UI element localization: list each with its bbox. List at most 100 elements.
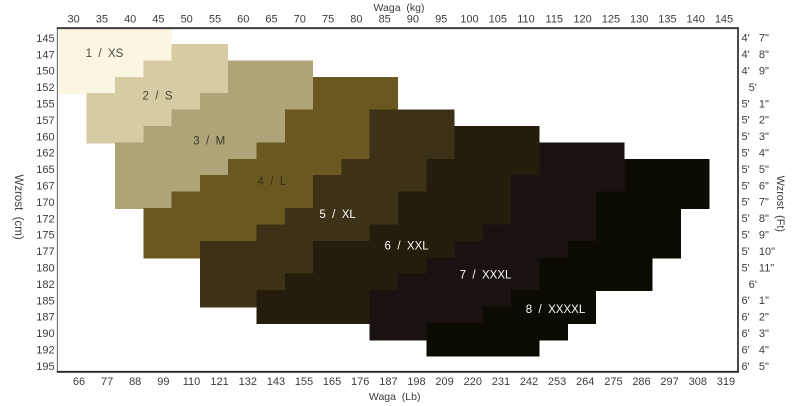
svg-text:4 / L: 4 / L (257, 176, 286, 188)
svg-text:242: 242 (520, 376, 538, 388)
svg-text:5' 2": 5' 2" (742, 115, 770, 127)
svg-text:145: 145 (715, 14, 733, 26)
svg-text:Wzrost (Ft): Wzrost (Ft) (774, 176, 786, 232)
svg-text:70: 70 (294, 14, 306, 26)
svg-text:6' 4": 6' 4" (742, 344, 770, 356)
svg-text:147: 147 (36, 49, 54, 61)
svg-text:Waga (kg): Waga (kg) (374, 2, 425, 14)
svg-text:105: 105 (489, 14, 507, 26)
svg-text:157: 157 (36, 115, 54, 127)
svg-text:45: 45 (152, 14, 164, 26)
svg-text:95: 95 (435, 14, 447, 26)
svg-text:182: 182 (36, 279, 54, 291)
svg-text:Waga (Lb): Waga (Lb) (369, 391, 421, 403)
svg-text:5': 5' (749, 82, 757, 94)
svg-text:175: 175 (36, 230, 54, 242)
svg-text:150: 150 (36, 66, 54, 78)
svg-text:5' 6": 5' 6" (742, 180, 770, 192)
svg-text:30: 30 (67, 14, 79, 26)
svg-text:176: 176 (351, 376, 369, 388)
svg-text:35: 35 (96, 14, 108, 26)
svg-text:5' 10": 5' 10" (742, 246, 776, 258)
svg-text:145: 145 (36, 33, 54, 45)
svg-text:5' 9": 5' 9" (742, 230, 770, 242)
svg-text:135: 135 (658, 14, 676, 26)
svg-text:90: 90 (407, 14, 419, 26)
svg-text:5 / XL: 5 / XL (319, 209, 356, 221)
svg-text:180: 180 (36, 263, 54, 275)
svg-text:3 / M: 3 / M (193, 136, 225, 148)
svg-text:50: 50 (181, 14, 193, 26)
svg-text:4' 9": 4' 9" (742, 66, 770, 78)
svg-text:172: 172 (36, 213, 54, 225)
svg-text:5' 4": 5' 4" (742, 148, 770, 160)
svg-text:187: 187 (36, 312, 54, 324)
svg-text:100: 100 (460, 14, 478, 26)
svg-text:231: 231 (492, 376, 510, 388)
svg-text:5' 8": 5' 8" (742, 213, 770, 225)
svg-text:195: 195 (36, 361, 54, 373)
svg-text:5' 11": 5' 11" (742, 262, 775, 274)
svg-text:177: 177 (36, 246, 54, 258)
svg-text:132: 132 (239, 376, 257, 388)
svg-text:155: 155 (295, 376, 313, 388)
svg-text:7 / XXXL: 7 / XXXL (460, 270, 512, 282)
svg-text:152: 152 (36, 82, 54, 94)
svg-text:110: 110 (183, 376, 201, 388)
svg-text:66: 66 (73, 376, 85, 388)
svg-text:165: 165 (36, 164, 54, 176)
svg-text:5' 5": 5' 5" (742, 164, 770, 176)
svg-text:55: 55 (209, 14, 221, 26)
svg-text:209: 209 (435, 376, 453, 388)
svg-text:Wzrost (cm): Wzrost (cm) (12, 175, 24, 240)
svg-text:6' 5": 6' 5" (742, 361, 770, 373)
svg-text:85: 85 (379, 14, 391, 26)
svg-text:162: 162 (36, 148, 54, 160)
svg-text:5' 3": 5' 3" (742, 131, 770, 143)
svg-text:2 / S: 2 / S (142, 90, 172, 102)
svg-text:4' 7": 4' 7" (742, 33, 770, 45)
svg-text:6': 6' (749, 279, 757, 291)
svg-text:187: 187 (379, 376, 397, 388)
svg-text:4' 8": 4' 8" (742, 49, 770, 61)
svg-text:167: 167 (36, 181, 54, 193)
svg-text:99: 99 (157, 376, 169, 388)
svg-text:198: 198 (407, 376, 425, 388)
svg-text:165: 165 (323, 376, 341, 388)
svg-text:40: 40 (124, 14, 136, 26)
svg-text:5' 1": 5' 1" (742, 98, 770, 110)
svg-text:75: 75 (322, 14, 334, 26)
svg-text:190: 190 (36, 328, 54, 340)
svg-text:8 / XXXXL: 8 / XXXXL (526, 304, 586, 316)
svg-text:121: 121 (210, 376, 228, 388)
svg-text:253: 253 (548, 376, 566, 388)
svg-text:130: 130 (630, 14, 648, 26)
svg-text:264: 264 (576, 376, 594, 388)
svg-text:140: 140 (687, 14, 705, 26)
svg-text:6' 2": 6' 2" (742, 312, 770, 324)
svg-text:80: 80 (350, 14, 362, 26)
svg-text:160: 160 (36, 131, 54, 143)
svg-text:185: 185 (36, 295, 54, 307)
svg-text:6' 3": 6' 3" (742, 328, 770, 340)
svg-text:88: 88 (129, 376, 141, 388)
svg-text:60: 60 (237, 14, 249, 26)
svg-text:308: 308 (689, 376, 707, 388)
svg-text:1 / XS: 1 / XS (86, 48, 124, 60)
svg-text:125: 125 (602, 14, 620, 26)
svg-text:65: 65 (265, 14, 277, 26)
svg-text:220: 220 (464, 376, 482, 388)
svg-text:110: 110 (517, 14, 535, 26)
svg-text:192: 192 (36, 345, 54, 357)
svg-text:155: 155 (36, 99, 54, 111)
svg-text:297: 297 (660, 376, 678, 388)
svg-text:77: 77 (101, 376, 113, 388)
svg-text:6' 1": 6' 1" (742, 295, 770, 307)
svg-text:115: 115 (546, 14, 564, 26)
svg-text:6 / XXL: 6 / XXL (385, 241, 430, 253)
svg-text:120: 120 (573, 14, 591, 26)
svg-text:275: 275 (604, 376, 622, 388)
svg-text:170: 170 (36, 197, 54, 209)
svg-text:143: 143 (267, 376, 285, 388)
svg-text:286: 286 (632, 376, 650, 388)
